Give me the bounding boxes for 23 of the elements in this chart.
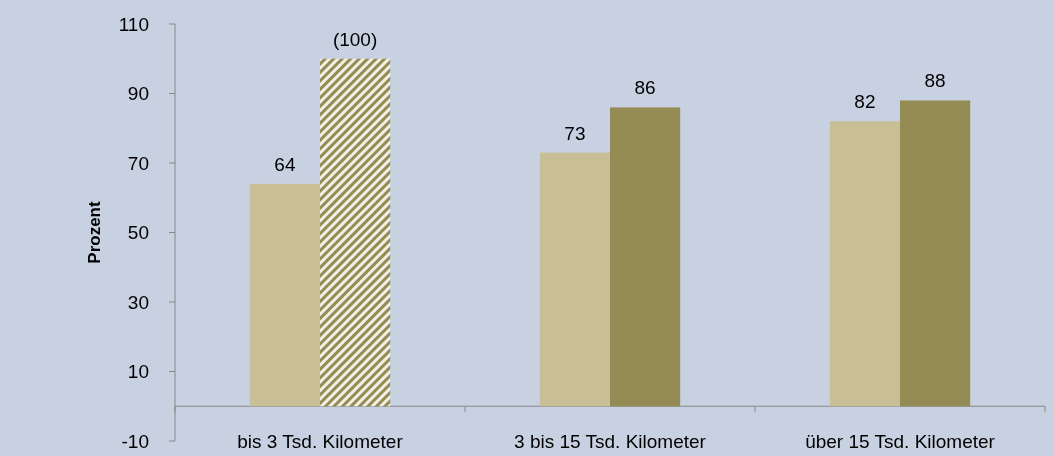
x-tick-label: über 15 Tsd. Kilometer — [805, 431, 996, 453]
bar — [249, 183, 320, 407]
y-tick-label: 50 — [127, 222, 149, 244]
data-label: (100) — [332, 28, 378, 50]
y-tick-label: 70 — [127, 152, 149, 174]
y-tick-label: 90 — [127, 83, 149, 105]
y-axis-title: Prozent — [85, 200, 104, 264]
data-label: 88 — [924, 70, 946, 92]
data-label: 73 — [564, 122, 586, 144]
x-tick-label: bis 3 Tsd. Kilometer — [237, 431, 404, 453]
bar — [539, 152, 610, 407]
y-tick-label: 30 — [127, 291, 149, 313]
x-tick-label: 3 bis 15 Tsd. Kilometer — [514, 431, 707, 453]
data-label: 82 — [854, 91, 876, 113]
y-tick-label: -10 — [121, 430, 149, 452]
y-tick-label: 110 — [118, 13, 149, 35]
y-tick-label: 10 — [127, 361, 149, 383]
bar — [829, 121, 900, 407]
bar — [320, 58, 391, 407]
data-label: 86 — [634, 77, 656, 99]
bar — [900, 100, 971, 407]
data-label: 64 — [274, 153, 296, 175]
bar — [610, 107, 681, 407]
